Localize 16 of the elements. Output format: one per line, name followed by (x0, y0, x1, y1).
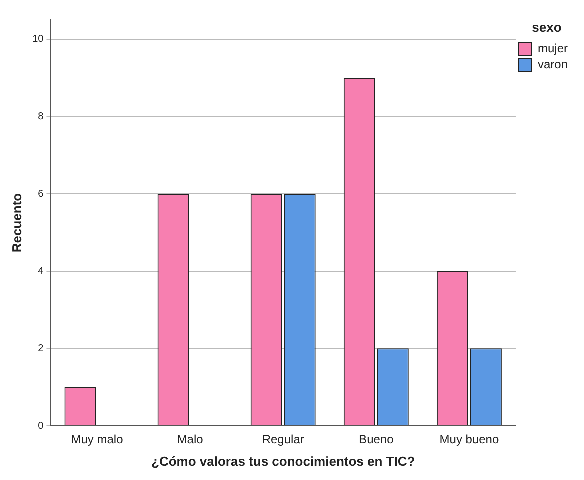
y-tick-label: 0 (38, 420, 44, 432)
y-tick-label: 2 (38, 343, 44, 354)
legend-title: sexo (532, 20, 562, 36)
x-tick-label: Muy malo (71, 432, 124, 447)
y-tick-label: 4 (38, 266, 44, 278)
legend-label: mujer (538, 41, 568, 56)
x-tick-label: Muy bueno (440, 432, 500, 447)
y-tick-label: 8 (38, 111, 44, 122)
x-tick-label: Malo (177, 432, 204, 447)
y-tick-label: 6 (38, 188, 44, 200)
x-tick-label: Regular (262, 432, 304, 447)
y-tick-label: 10 (32, 34, 44, 46)
y-axis-title: Recuento (9, 193, 24, 253)
x-tick-label: Bueno (359, 432, 394, 447)
x-axis-title: ¿Cómo valoras tus conocimientos en TIC? (152, 454, 416, 469)
legend-label: varon (538, 57, 568, 72)
